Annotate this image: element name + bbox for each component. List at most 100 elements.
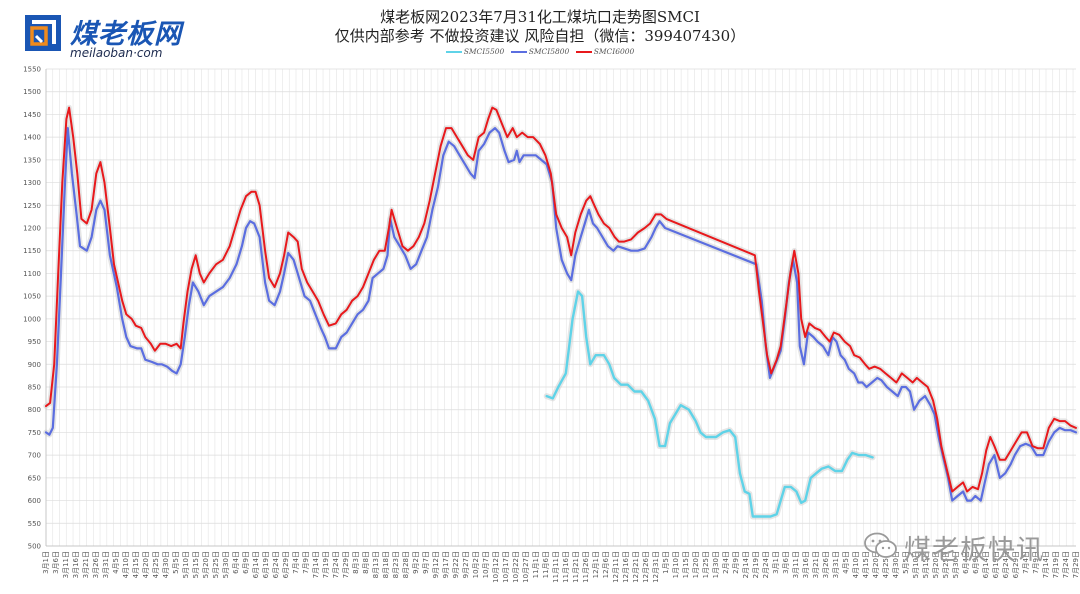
- logo-url: meilaoban·com: [70, 46, 163, 60]
- x-tick-label: 4月10日: [122, 551, 130, 578]
- x-axis-ticks: 3月1日 3月6日 3月11日 3月16日 3月21日 3月26日 3月31日 4月5日 4月1…: [42, 551, 1080, 583]
- x-tick-label: 6月9日: [242, 551, 250, 574]
- x-tick-label: 1月10日: [672, 551, 680, 578]
- chart-legend: SMCI5500 SMCI5800 SMCI6000: [0, 47, 1080, 56]
- x-tick-label: 12月21日: [632, 551, 640, 583]
- legend-item-smci6000: SMCI6000: [575, 47, 634, 56]
- x-tick-label: 2月4日: [722, 551, 730, 574]
- watermark-text: 煤老板快讯: [904, 535, 1044, 566]
- series-line-smci6000: [45, 106, 1077, 493]
- y-tick-label: 1000: [23, 315, 41, 323]
- y-tick-label: 1150: [23, 247, 41, 255]
- legend-item-smci5800: SMCI5800: [510, 47, 570, 56]
- x-tick-label: 5月25日: [942, 551, 950, 578]
- series-shadow-smci5800: [43, 125, 1079, 504]
- x-tick-label: 2月14日: [742, 551, 750, 578]
- x-tick-label: 7月14日: [312, 551, 320, 578]
- x-tick-label: 6月29日: [1012, 551, 1020, 578]
- x-tick-label: 12月1日: [592, 551, 600, 578]
- x-tick-label: 9月27日: [462, 551, 470, 578]
- x-tick-label: 3月6日: [52, 551, 60, 574]
- chart-series: [43, 104, 1079, 520]
- x-tick-label: 10月27日: [522, 551, 530, 583]
- x-tick-label: 7月4日: [292, 551, 300, 574]
- x-tick-label: 6月9日: [972, 551, 980, 574]
- x-tick-label: 3月11日: [792, 551, 800, 578]
- x-tick-label: 7月29日: [1072, 551, 1080, 578]
- series-shadow-smci5500: [543, 288, 876, 520]
- x-tick-label: 3月31日: [102, 551, 110, 578]
- wechat-icon: [864, 532, 897, 558]
- chart-grid: [45, 68, 1076, 547]
- x-tick-label: 4月30日: [892, 551, 900, 578]
- x-tick-label: 6月4日: [962, 551, 970, 574]
- y-tick-label: 950: [28, 338, 41, 346]
- x-tick-label: 7月24日: [332, 551, 340, 578]
- x-tick-label: 11月6日: [542, 551, 550, 578]
- x-tick-label: 11月21日: [572, 551, 580, 583]
- x-tick-label: 5月25日: [212, 551, 220, 578]
- y-tick-label: 600: [28, 497, 41, 505]
- x-tick-label: 5月30日: [952, 551, 960, 578]
- x-tick-label: 2月24日: [762, 551, 770, 578]
- x-tick-label: 5月5日: [902, 551, 910, 574]
- x-tick-label: 4月15日: [132, 551, 140, 578]
- x-tick-label: 10月17日: [502, 551, 510, 583]
- x-tick-label: 3月26日: [92, 551, 100, 578]
- x-tick-label: 4月5日: [842, 551, 850, 574]
- x-tick-label: 9月12日: [432, 551, 440, 578]
- logo: 煤老板网 meilaoban·com: [24, 10, 224, 62]
- x-tick-label: 5月10日: [912, 551, 920, 578]
- y-tick-label: 1250: [23, 202, 41, 210]
- x-tick-label: 7月14日: [1042, 551, 1050, 578]
- chart-title: 煤老板网2023年7月31化工煤坑口走势图SMCI: [380, 8, 700, 26]
- x-tick-label: 5月15日: [192, 551, 200, 578]
- x-tick-label: 5月20日: [202, 551, 210, 578]
- x-tick-label: 12月16日: [622, 551, 630, 583]
- x-tick-label: 3月16日: [802, 551, 810, 578]
- x-tick-label: 7月19日: [322, 551, 330, 578]
- y-axis-ticks: 500 550 600 650 700 750 800 850 900 950 1000 1050 11…: [23, 66, 41, 551]
- x-tick-label: 5月10日: [182, 551, 190, 578]
- x-tick-label: 2月9日: [732, 551, 740, 574]
- y-tick-label: 1100: [23, 270, 41, 278]
- x-tick-label: 4月20日: [142, 551, 150, 578]
- y-tick-label: 500: [28, 543, 41, 551]
- series-line-smci5800: [44, 127, 1078, 502]
- y-tick-label: 1400: [23, 134, 41, 142]
- x-tick-label: 11月11日: [552, 551, 560, 583]
- x-tick-label: 6月14日: [252, 551, 260, 578]
- x-tick-label: 6月24日: [272, 551, 280, 578]
- x-tick-label: 8月23日: [392, 551, 400, 578]
- x-tick-label: 3月31日: [832, 551, 840, 578]
- x-tick-label: 10月22日: [512, 551, 520, 583]
- x-tick-label: 6月19日: [992, 551, 1000, 578]
- x-tick-label: 1月15日: [682, 551, 690, 578]
- y-tick-label: 850: [28, 384, 41, 392]
- x-tick-label: 8月18日: [382, 551, 390, 578]
- x-tick-label: 7月9日: [1032, 551, 1040, 574]
- x-tick-label: 12月11日: [612, 551, 620, 583]
- x-tick-label: 9月2日: [412, 551, 420, 574]
- legend-label-smci5800: SMCI5800: [528, 47, 570, 56]
- y-tick-label: 800: [28, 406, 41, 414]
- x-tick-label: 10月7日: [482, 551, 490, 578]
- x-tick-label: 3月11日: [62, 551, 70, 578]
- x-tick-label: 5月30日: [222, 551, 230, 578]
- x-tick-label: 12月6日: [602, 551, 610, 578]
- x-tick-label: 4月30日: [162, 551, 170, 578]
- x-tick-label: 11月1日: [532, 551, 540, 578]
- series-line-smci5500: [545, 290, 874, 518]
- x-tick-label: 5月20日: [932, 551, 940, 578]
- y-tick-label: 1300: [23, 179, 41, 187]
- x-tick-label: 6月4日: [232, 551, 240, 574]
- x-tick-label: 3月1日: [772, 551, 780, 574]
- legend-swatch-smci5500: [445, 51, 462, 53]
- y-tick-label: 650: [28, 474, 41, 482]
- x-tick-label: 4月25日: [152, 551, 160, 578]
- x-tick-label: 1月25日: [702, 551, 710, 578]
- x-tick-label: 4月20日: [872, 551, 880, 578]
- y-tick-label: 1450: [23, 111, 41, 119]
- x-tick-label: 6月24日: [1002, 551, 1010, 578]
- x-tick-label: 7月24日: [1062, 551, 1070, 578]
